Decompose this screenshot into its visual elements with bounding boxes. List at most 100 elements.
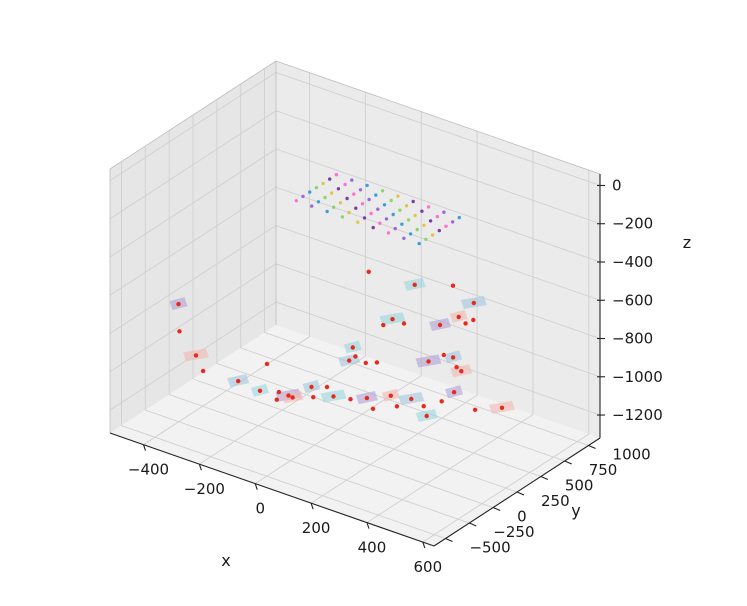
grid-line-z-left xyxy=(109,148,277,258)
grid-marker xyxy=(347,210,351,215)
data-point xyxy=(331,394,336,399)
grid-marker xyxy=(358,188,363,192)
grid-marker xyxy=(393,226,397,231)
grid-marker xyxy=(332,205,336,209)
data-point xyxy=(471,317,476,323)
grid-line-z-back xyxy=(275,225,601,339)
grid-marker xyxy=(417,241,421,246)
grid-line-z-left xyxy=(109,263,277,373)
y-axis-label: y xyxy=(571,501,580,520)
grid-line-y-floor xyxy=(121,425,446,539)
grid-marker xyxy=(430,233,435,237)
grid-marker xyxy=(428,219,433,223)
grid-marker xyxy=(384,217,389,221)
y-tick xyxy=(492,507,501,512)
grid-line-y-floor xyxy=(145,409,470,524)
data-point xyxy=(193,353,199,358)
z-tick-label: −800 xyxy=(612,330,653,348)
grid-marker xyxy=(413,213,417,218)
grid-marker xyxy=(402,236,406,240)
grid-marker xyxy=(369,211,373,216)
data-point xyxy=(401,321,407,326)
grid-marker xyxy=(437,228,441,233)
grid-marker xyxy=(325,209,329,214)
grid-marker xyxy=(411,199,415,204)
y-tick xyxy=(588,444,596,449)
data-point xyxy=(412,282,417,287)
grid-marker xyxy=(308,190,312,194)
data-point xyxy=(363,360,368,366)
x-tick xyxy=(142,444,147,451)
y-tick xyxy=(564,460,572,465)
z-tick-label: 0 xyxy=(612,176,622,194)
x-tick xyxy=(366,522,370,529)
data-point xyxy=(454,365,459,370)
grid-marker xyxy=(352,192,356,196)
grid-marker xyxy=(340,215,345,219)
grid-marker xyxy=(386,231,391,235)
x-tick-label: 600 xyxy=(414,558,443,576)
grid-marker xyxy=(334,173,339,177)
data-point xyxy=(456,314,461,320)
z-axis-ticks: 0 −200 −400 −600 −800 −1000 −1200 xyxy=(597,176,663,424)
grid-marker xyxy=(294,199,298,203)
grid-line-y-floor xyxy=(216,363,541,477)
data-point xyxy=(366,269,371,274)
grid-marker xyxy=(426,205,431,209)
x-axis-ticks: −400 −200 0 200 400 600 xyxy=(128,444,443,576)
grid-marker xyxy=(404,204,409,208)
grid-marker xyxy=(422,223,426,227)
grid-marker xyxy=(360,202,365,206)
y-tick-label: 0 xyxy=(517,508,527,526)
data-point xyxy=(350,345,355,350)
grid-marker xyxy=(301,194,305,199)
grid-line-z-back xyxy=(275,110,601,225)
data-point xyxy=(450,283,456,288)
grid-marker xyxy=(382,203,387,207)
data-point xyxy=(324,384,330,390)
data-point xyxy=(390,317,395,322)
z-tick-label: −400 xyxy=(612,253,653,271)
grid-marker xyxy=(314,186,319,190)
plot-content xyxy=(169,173,515,422)
pane-edge xyxy=(275,60,601,175)
grid-marker xyxy=(338,201,343,205)
grid-marker xyxy=(457,215,461,220)
grid-marker xyxy=(350,178,354,182)
y-tick-label: 1000 xyxy=(613,445,651,463)
x-tick xyxy=(198,463,202,471)
x-tick xyxy=(254,483,258,490)
data-point xyxy=(437,322,443,328)
grid-marker xyxy=(367,197,371,202)
grid-marker xyxy=(374,193,378,197)
data-point xyxy=(176,301,181,307)
data-point xyxy=(450,355,456,360)
data-point xyxy=(257,388,263,393)
grid-marker xyxy=(316,200,321,204)
axes-edges xyxy=(109,60,601,547)
grid-marker xyxy=(424,237,428,241)
y-tick-label: 500 xyxy=(565,476,594,494)
grid-line-z-back xyxy=(275,72,601,186)
data-point xyxy=(276,389,282,395)
grid-marker xyxy=(378,221,382,225)
data-point xyxy=(290,395,295,400)
grid-marker xyxy=(323,195,327,200)
grid-marker xyxy=(356,220,360,224)
data-point xyxy=(451,390,457,395)
x-tick-label: 0 xyxy=(255,500,265,518)
data-point xyxy=(381,322,386,328)
grid-line-z-back xyxy=(275,148,601,263)
data-point xyxy=(286,393,291,398)
grid-marker xyxy=(450,220,455,224)
pane-edge xyxy=(109,60,277,170)
grid-marker xyxy=(345,196,349,201)
data-point xyxy=(347,358,352,363)
data-point xyxy=(374,360,380,365)
y-tick xyxy=(516,491,525,496)
x-tick-label: −400 xyxy=(128,461,169,479)
x-tick-label: 200 xyxy=(302,519,331,537)
grid-marker xyxy=(444,224,448,228)
